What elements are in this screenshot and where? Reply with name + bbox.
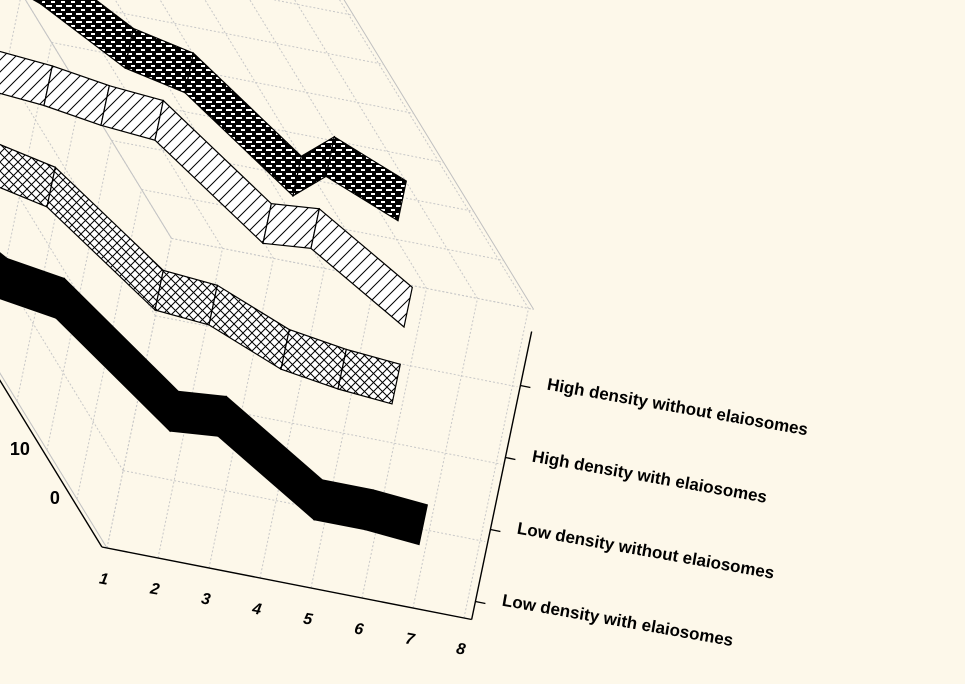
ribbon-segment bbox=[100, 84, 165, 141]
series-ribbon bbox=[0, 252, 429, 546]
series-tick bbox=[520, 384, 531, 389]
data-point bbox=[154, 139, 156, 141]
ribbon-segment bbox=[40, 0, 134, 70]
series-axis-labels: Low density with elaiosomes Low density w… bbox=[475, 375, 809, 650]
data-point bbox=[391, 403, 393, 405]
x-tick-label: 3 bbox=[200, 590, 212, 608]
ribbon-segment bbox=[310, 207, 413, 329]
y-tick-label: 10 bbox=[10, 439, 30, 459]
data-point bbox=[418, 543, 420, 546]
data-point bbox=[40, 3, 42, 5]
x-tick-label: 2 bbox=[148, 580, 161, 598]
series-axis-label: Low density without elaiosomes bbox=[516, 519, 776, 583]
data-point bbox=[46, 206, 48, 208]
x-axis-line bbox=[101, 546, 472, 621]
ribbon-segment bbox=[364, 489, 429, 546]
data-point bbox=[403, 326, 405, 328]
back-wall-vgrid bbox=[339, 0, 529, 309]
x-tick-label: 7 bbox=[404, 630, 417, 648]
series-axis-label: High density without elaiosomes bbox=[546, 375, 810, 440]
back-wall-vgrid bbox=[294, 0, 478, 299]
floor-sgrid bbox=[259, 268, 325, 579]
data-ribbons bbox=[0, 0, 429, 546]
ribbon-segment bbox=[124, 27, 194, 94]
axes bbox=[0, 331, 533, 621]
ribbon-segment bbox=[337, 348, 402, 405]
data-point bbox=[124, 67, 126, 69]
x-tick-label: 8 bbox=[455, 640, 467, 658]
left-wall-vgrid bbox=[24, 0, 172, 239]
data-point bbox=[310, 247, 312, 249]
data-point bbox=[262, 242, 264, 244]
ribbon-segment bbox=[280, 328, 347, 390]
floor-sgrid bbox=[106, 238, 172, 549]
series-tick bbox=[475, 600, 486, 605]
left-wall-vgrid bbox=[0, 268, 124, 471]
ribbon-segment bbox=[313, 479, 375, 531]
ribbon-segment bbox=[0, 257, 65, 319]
series-ribbon bbox=[0, 50, 413, 329]
back-wall-vgrid bbox=[204, 0, 376, 279]
floor-sgrid bbox=[412, 298, 478, 609]
y-axis-ticks: 0102030405060 bbox=[10, 439, 60, 508]
series-tick bbox=[490, 528, 501, 533]
ribbon-segment bbox=[169, 390, 228, 437]
ribbon-segment bbox=[262, 203, 321, 250]
series-ribbon bbox=[32, 0, 407, 222]
data-point bbox=[292, 195, 294, 197]
ribbon-segment bbox=[208, 284, 290, 371]
data-point bbox=[100, 124, 102, 126]
back-wall-vgrid bbox=[249, 0, 427, 289]
ribbon-segment bbox=[154, 269, 219, 326]
data-point bbox=[184, 92, 186, 94]
data-point bbox=[154, 309, 156, 311]
ribbon-segment bbox=[43, 65, 110, 127]
floor-sgrid bbox=[463, 308, 529, 619]
data-point bbox=[337, 388, 339, 390]
data-point bbox=[217, 435, 219, 437]
ribbon-segment bbox=[325, 135, 407, 222]
data-point bbox=[55, 317, 57, 319]
data-point bbox=[364, 529, 366, 531]
x-tick-label: 4 bbox=[250, 600, 263, 618]
ribbon-segment bbox=[0, 143, 56, 208]
data-point bbox=[280, 368, 282, 370]
ribbon-segment bbox=[217, 395, 323, 521]
x-tick-label: 5 bbox=[302, 610, 315, 628]
ribbon-segment bbox=[32, 0, 43, 6]
data-point bbox=[208, 324, 210, 326]
floor-sgrid bbox=[208, 258, 274, 569]
data-point bbox=[397, 220, 399, 222]
x-axis-ticks: 1 2 3 4 5 6 7 8 bbox=[98, 570, 467, 658]
data-point bbox=[313, 519, 315, 521]
series-tick bbox=[505, 456, 516, 461]
y-tick-label: 0 bbox=[50, 488, 60, 508]
series-ribbon bbox=[0, 143, 402, 405]
left-wall-hgrid bbox=[16, 91, 82, 402]
left-wall-vgrid bbox=[0, 372, 108, 549]
x-tick-label: 6 bbox=[353, 620, 365, 638]
z-axis-line bbox=[0, 379, 103, 548]
left-wall-hgrid bbox=[76, 189, 142, 500]
x-tick-label: 1 bbox=[98, 570, 110, 588]
data-point bbox=[169, 430, 171, 432]
series-axis-line bbox=[470, 331, 533, 620]
left-wall-hgrid bbox=[46, 140, 112, 451]
series-axis-label: High density with elaiosomes bbox=[531, 447, 769, 507]
floor-sgrid bbox=[310, 278, 376, 589]
ribbon-segment bbox=[0, 50, 54, 107]
floor-sgrid bbox=[157, 248, 223, 559]
series-axis-label: Low density with elaiosomes bbox=[501, 591, 735, 650]
data-point bbox=[43, 104, 45, 107]
data-point bbox=[325, 175, 327, 177]
floor-sgrid bbox=[361, 288, 427, 599]
